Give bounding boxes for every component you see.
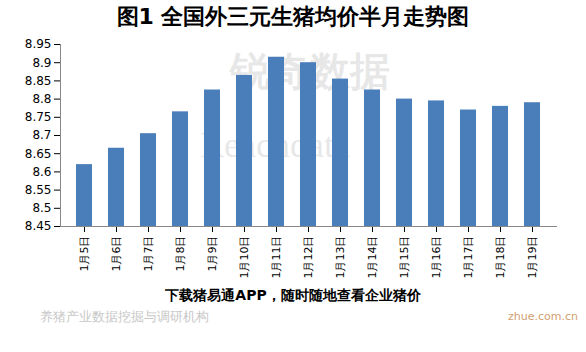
svg-text:8.45: 8.45 <box>25 219 52 233</box>
svg-text:1月14日: 1月14日 <box>366 236 379 279</box>
svg-text:1月9日: 1月9日 <box>206 236 219 272</box>
svg-text:1月13日: 1月13日 <box>334 236 347 279</box>
html-text:zhue.com.cn: zhue.com.cn <box>508 310 578 323</box>
svg-text:8.65: 8.65 <box>25 147 52 161</box>
svg-text:1月18日: 1月18日 <box>494 236 507 279</box>
svg-text:1月15日: 1月15日 <box>398 236 411 279</box>
html-text:图1 全国外三元生猪均价半月走势图: 图1 全国外三元生猪均价半月走势图 <box>116 4 470 29</box>
svg-text:1月16日: 1月16日 <box>430 236 443 279</box>
html-text:Reachdata: Reachdata <box>200 125 350 165</box>
svg-text:1月12日: 1月12日 <box>302 236 315 279</box>
svg-text:1月10日: 1月10日 <box>238 236 251 279</box>
svg-text:8.85: 8.85 <box>25 74 52 88</box>
svg-text:8.95: 8.95 <box>25 37 52 51</box>
html-text:锐奇数据: 锐奇数据 <box>230 48 390 94</box>
svg-text:1月17日: 1月17日 <box>462 236 475 279</box>
html-text:下载猪易通APP，随时随地查看企业猪价: 下载猪易通APP，随时随地查看企业猪价 <box>165 287 421 303</box>
svg-text:1月11日: 1月11日 <box>270 236 283 279</box>
svg-text:1月19日: 1月19日 <box>526 236 539 279</box>
svg-text:8.9: 8.9 <box>32 56 51 70</box>
svg-text:8.55: 8.55 <box>25 183 52 197</box>
svg-text:8.75: 8.75 <box>25 110 52 124</box>
svg-text:8.5: 8.5 <box>32 201 51 215</box>
svg-text:1月8日: 1月8日 <box>174 236 187 272</box>
svg-text:8.7: 8.7 <box>32 128 51 142</box>
svg-text:1月6日: 1月6日 <box>110 236 123 272</box>
svg-text:8.8: 8.8 <box>32 92 51 106</box>
html-text:养猪产业数据挖掘与调研机构: 养猪产业数据挖掘与调研机构 <box>40 309 209 324</box>
svg-text:1月5日: 1月5日 <box>78 236 91 272</box>
svg-text:8.6: 8.6 <box>32 165 51 179</box>
svg-text:1月7日: 1月7日 <box>142 236 155 272</box>
